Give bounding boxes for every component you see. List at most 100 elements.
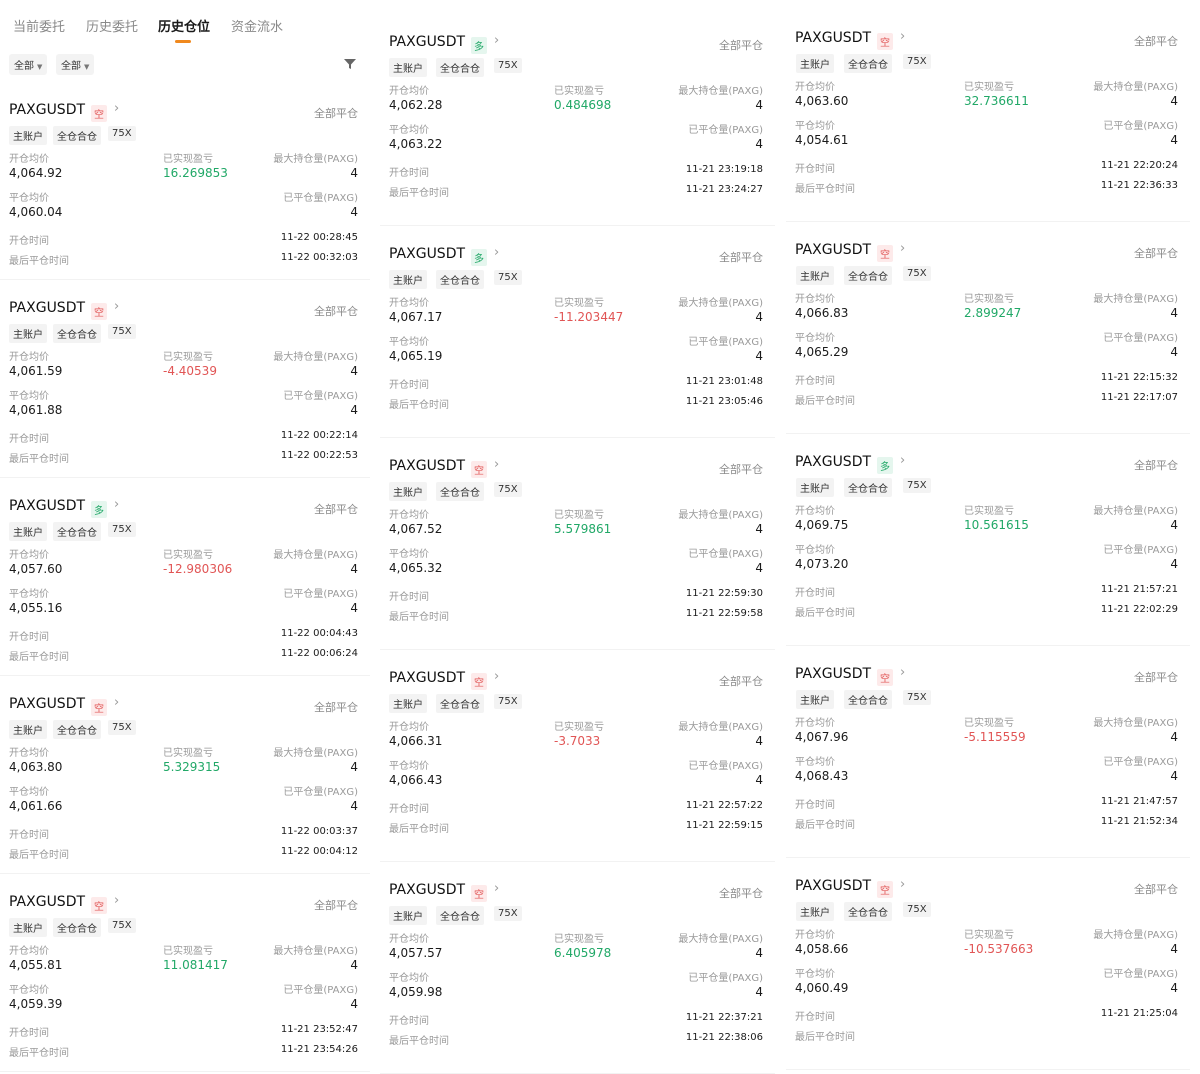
close-all-button[interactable]: 全部平仓 [1134,459,1178,472]
open-avg-label: 开仓均价 [795,930,835,941]
chevron-right-icon[interactable]: › [900,29,906,44]
symbol-name[interactable]: PAXGUSDT [795,30,872,46]
chevron-right-icon[interactable]: › [494,33,500,48]
side-badge: 空 [877,881,893,898]
closed-qty-label: 已平仓量(PAXG) [688,337,763,348]
open-avg-value: 4,058.66 [795,942,849,956]
symbol-name[interactable]: PAXGUSDT [9,102,86,118]
tab-position-history[interactable]: 历史仓位 [158,20,211,35]
max-position-label: 最大持仓量(PAXG) [273,550,358,561]
close-all-button[interactable]: 全部平仓 [314,107,358,120]
position-card: PAXGUSDT 空 › 全部平仓 主账户 全仓合仓 75X 开仓均价 已实现盈… [0,82,370,280]
filter-dropdown-1[interactable]: 全部 ▼ [9,54,48,75]
realized-pnl-value: 5.329315 [163,760,221,774]
close-all-button[interactable]: 全部平仓 [314,503,358,516]
realized-pnl-label: 已实现盈亏 [554,298,604,309]
caret-down-icon: ▼ [84,63,90,71]
open-time-value: 11-22 00:04:43 [280,628,358,639]
tab-order-history[interactable]: 历史委托 [86,20,139,35]
last-close-time-label: 最后平仓时间 [389,188,449,199]
chevron-right-icon[interactable]: › [900,665,906,680]
side-badge: 空 [91,303,107,320]
close-all-button[interactable]: 全部平仓 [314,305,358,318]
max-position-value: 4 [350,364,358,378]
chevron-right-icon[interactable]: › [114,497,120,512]
close-all-button[interactable]: 全部平仓 [314,899,358,912]
close-all-button[interactable]: 全部平仓 [719,887,763,900]
symbol-name[interactable]: PAXGUSDT [389,882,466,898]
chevron-right-icon[interactable]: › [900,453,906,468]
last-close-time-label: 最后平仓时间 [389,1036,449,1047]
symbol-name[interactable]: PAXGUSDT [795,454,872,470]
close-all-button[interactable]: 全部平仓 [1134,883,1178,896]
realized-pnl-label: 已实现盈亏 [964,294,1014,305]
close-all-button[interactable]: 全部平仓 [719,251,763,264]
account-tag: 主账户 [796,54,834,73]
close-all-button[interactable]: 全部平仓 [1134,247,1178,260]
closed-qty-label: 已平仓量(PAXG) [1103,333,1178,344]
position-card: PAXGUSDT 多 › 全部平仓 主账户 全仓合仓 75X 开仓均价 已实现盈… [380,14,775,226]
leverage-tag: 75X [108,324,136,339]
close-avg-value: 4,059.98 [389,985,443,999]
last-close-time-value: 11-21 22:38:06 [685,1032,763,1043]
tab-fund-flow[interactable]: 资金流水 [231,20,284,35]
column-2: PAXGUSDT 多 › 全部平仓 主账户 全仓合仓 75X 开仓均价 已实现盈… [380,0,775,1074]
last-close-time-label: 最后平仓时间 [389,400,449,411]
chevron-right-icon[interactable]: › [114,101,120,116]
close-avg-label: 平仓均价 [9,589,49,600]
chevron-right-icon[interactable]: › [494,669,500,684]
close-all-button[interactable]: 全部平仓 [1134,35,1178,48]
max-position-label: 最大持仓量(PAXG) [273,154,358,165]
chevron-right-icon[interactable]: › [494,881,500,896]
symbol-name[interactable]: PAXGUSDT [795,242,872,258]
close-avg-value: 4,061.88 [9,403,63,417]
last-close-time-value: 11-21 21:52:34 [1100,816,1178,827]
close-all-button[interactable]: 全部平仓 [719,675,763,688]
last-close-time-label: 最后平仓时间 [389,824,449,835]
chevron-right-icon[interactable]: › [114,893,120,908]
chevron-right-icon[interactable]: › [900,241,906,256]
open-avg-label: 开仓均价 [389,510,429,521]
max-position-label: 最大持仓量(PAXG) [678,298,763,309]
open-avg-value: 4,057.57 [389,946,443,960]
closed-qty-label: 已平仓量(PAXG) [688,973,763,984]
side-badge: 多 [471,37,487,54]
filter-funnel-icon[interactable] [344,58,356,70]
caret-down-icon: ▼ [37,63,43,71]
symbol-name[interactable]: PAXGUSDT [389,246,466,262]
chevron-right-icon[interactable]: › [900,877,906,892]
symbol-name[interactable]: PAXGUSDT [9,696,86,712]
filter-dropdown-2[interactable]: 全部 ▼ [56,54,95,75]
margin-mode-tag: 全仓合仓 [844,902,892,921]
symbol-name[interactable]: PAXGUSDT [9,300,86,316]
tab-current-orders[interactable]: 当前委托 [13,20,66,35]
symbol-name[interactable]: PAXGUSDT [9,894,86,910]
max-position-value: 4 [1170,306,1178,320]
closed-qty-label: 已平仓量(PAXG) [283,589,358,600]
symbol-name[interactable]: PAXGUSDT [389,670,466,686]
realized-pnl-value: 11.081417 [163,958,228,972]
closed-qty-value: 4 [1170,981,1178,995]
realized-pnl-label: 已实现盈亏 [163,550,213,561]
close-all-button[interactable]: 全部平仓 [719,39,763,52]
closed-qty-label: 已平仓量(PAXG) [1103,757,1178,768]
close-avg-value: 4,065.19 [389,349,443,363]
chevron-right-icon[interactable]: › [114,695,120,710]
symbol-name[interactable]: PAXGUSDT [795,878,872,894]
symbol-name[interactable]: PAXGUSDT [795,666,872,682]
open-avg-label: 开仓均价 [795,506,835,517]
margin-mode-tag: 全仓合仓 [844,690,892,709]
close-all-button[interactable]: 全部平仓 [314,701,358,714]
chevron-right-icon[interactable]: › [114,299,120,314]
chevron-right-icon[interactable]: › [494,245,500,260]
close-all-button[interactable]: 全部平仓 [1134,671,1178,684]
position-card: PAXGUSDT 多 › 全部平仓 主账户 全仓合仓 75X 开仓均价 已实现盈… [380,226,775,438]
symbol-name[interactable]: PAXGUSDT [389,34,466,50]
symbol-name[interactable]: PAXGUSDT [9,498,86,514]
max-position-value: 4 [350,166,358,180]
symbol-name[interactable]: PAXGUSDT [389,458,466,474]
close-avg-label: 平仓均价 [795,333,835,344]
close-all-button[interactable]: 全部平仓 [719,463,763,476]
filter-label: 全部 [14,61,34,72]
chevron-right-icon[interactable]: › [494,457,500,472]
